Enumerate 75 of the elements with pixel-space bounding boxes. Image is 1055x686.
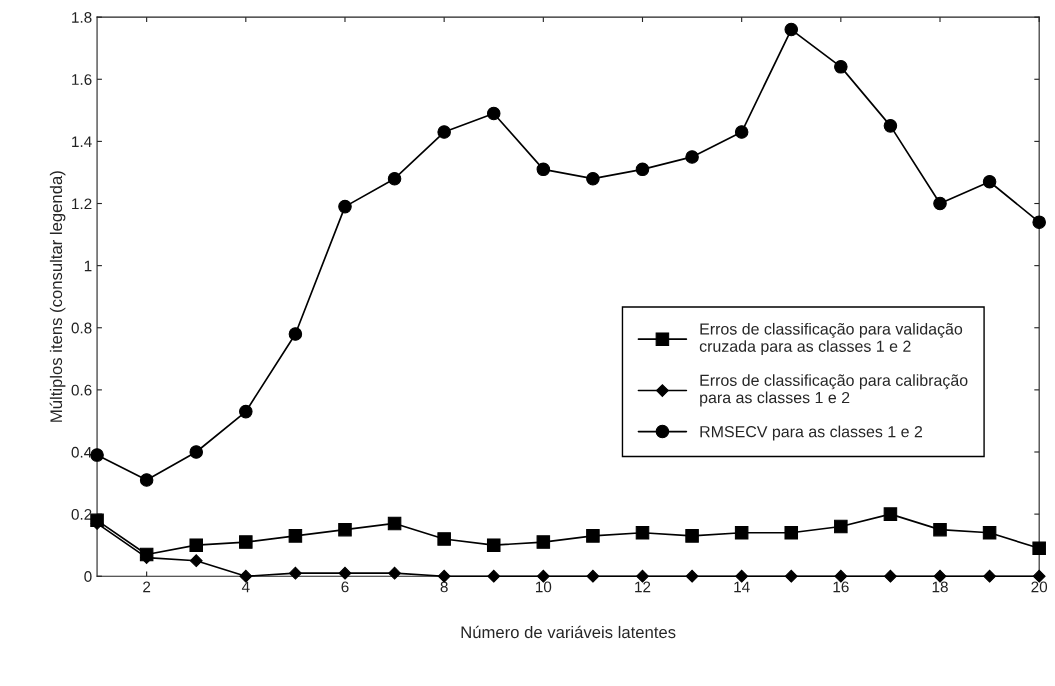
point [437,125,451,139]
point [1032,215,1046,229]
point [982,175,997,189]
y-tick-label: 0.4 [71,446,92,458]
point [387,516,402,531]
x-tick-label: 20 [1031,581,1048,593]
point [784,569,798,583]
point [387,171,402,186]
point [388,566,401,580]
point [834,519,848,534]
point [784,525,799,540]
point [338,522,352,537]
y-tick-label: 1 [84,260,92,272]
point [288,566,302,580]
point [685,150,699,164]
point [90,448,104,462]
point [884,569,897,583]
y-tick-label: 0.2 [71,508,92,520]
x-tick-label: 2 [143,581,151,593]
y-tick-label: 0.6 [71,384,92,396]
point [239,569,253,583]
point [487,569,501,583]
x-tick-label: 12 [635,581,651,593]
point [883,119,898,133]
point [437,569,451,583]
point [189,554,203,568]
point [933,522,947,537]
x-tick-label: 16 [833,581,849,593]
x-tick-label: 4 [241,581,250,593]
point [239,404,253,419]
y-tick-label: 0 [84,571,92,582]
point [288,529,303,543]
point [883,507,898,521]
point [982,525,997,540]
point [586,569,600,583]
x-axis-title: Número de variáveis latentes [461,625,676,639]
point [635,162,650,177]
point [685,569,699,583]
point [486,538,501,552]
point [486,106,501,121]
y-tick-label: 0.8 [71,322,92,334]
point [983,569,996,583]
point [635,525,650,540]
point [536,535,551,549]
x-tick-label: 6 [341,581,349,593]
point [933,196,947,211]
y-tick-label: 1.8 [72,12,92,23]
point [1032,541,1046,556]
point [338,566,352,580]
point [288,327,303,341]
point [536,162,551,177]
point [784,22,799,37]
legend-label: Erros de classificação para calibração para as classes 1 e 2 [700,374,968,407]
y-axis-title: Múltiplos itens (consultar legenda) [49,171,66,422]
point [239,535,253,549]
point [685,529,699,543]
point [437,532,451,546]
point [586,529,600,543]
x-tick-label: 10 [535,581,552,593]
y-tick-label: 1.6 [72,74,92,85]
point [189,538,203,552]
legend-label: Erros de classificação para validação cruzada para as classes 1 e 2 [699,322,963,356]
point [189,445,203,459]
point [834,60,848,74]
y-tick-label: 1.2 [72,198,92,210]
x-tick-label: 18 [932,581,948,593]
point [139,473,154,487]
legend-label: RMSECV para as classes 1 e 2 [700,425,923,441]
point [338,199,352,214]
x-tick-label: 14 [734,581,750,593]
point [586,171,600,186]
point [734,525,749,540]
x-tick-label: 8 [440,581,448,593]
point [734,125,749,139]
y-tick-label: 1.4 [72,136,92,147]
